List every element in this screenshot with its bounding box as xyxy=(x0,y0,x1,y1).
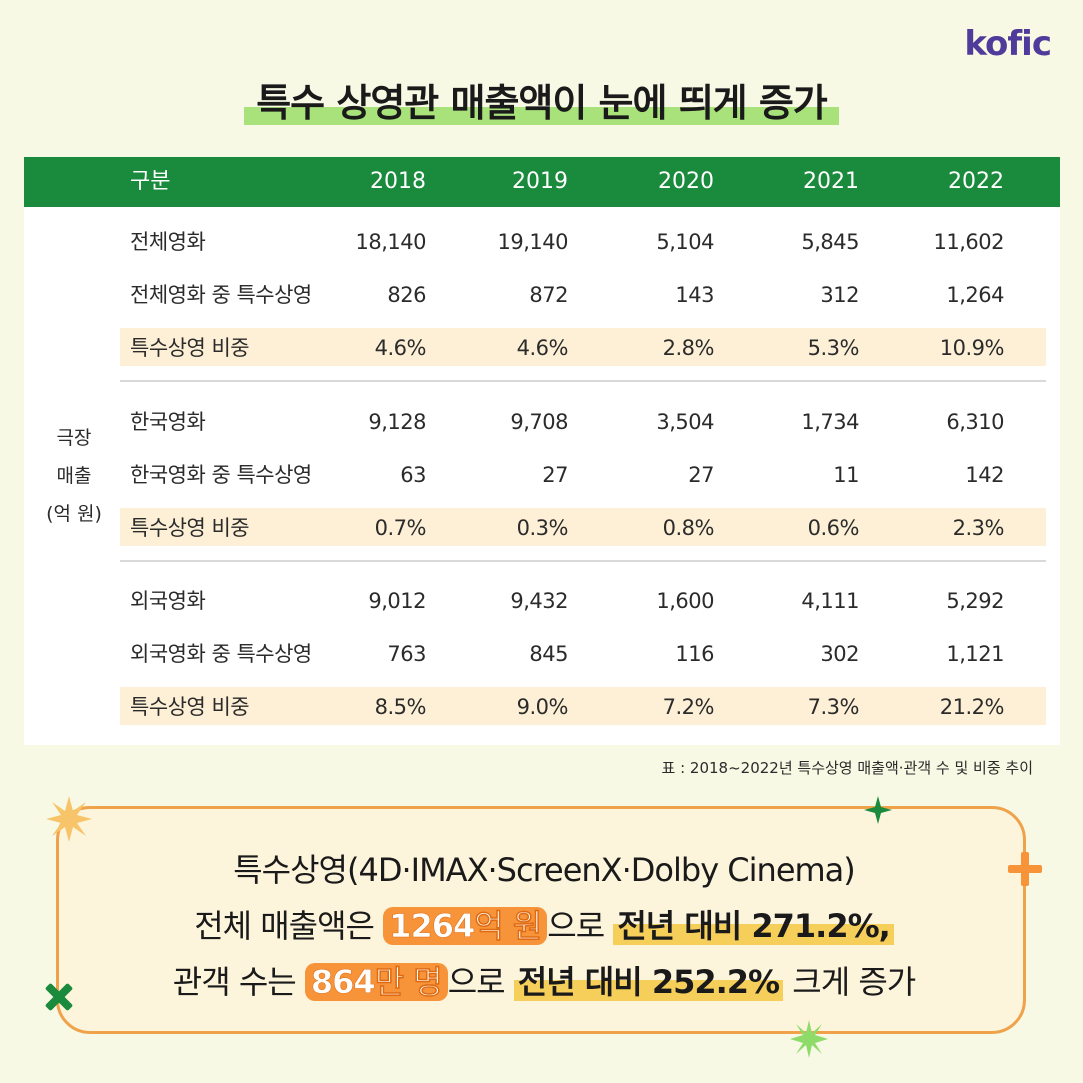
share-row-shade xyxy=(120,328,1046,366)
table-cell: 312 xyxy=(820,283,859,307)
callout-line-3-b: 으로 xyxy=(447,963,514,1001)
table-cell: 10.9% xyxy=(939,336,1005,360)
table-cell: 0.7% xyxy=(374,516,427,540)
table-cell: 142 xyxy=(965,463,1004,487)
row-label: 외국영화 xyxy=(130,589,206,613)
table-cell: 9.0% xyxy=(516,695,569,719)
table-cell: 2.8% xyxy=(662,336,715,360)
table-cell: 8.5% xyxy=(374,695,427,719)
title-area: 특수 상영관 매출액이 눈에 띄게 증가 xyxy=(0,72,1083,127)
table-cell: 27 xyxy=(542,463,568,487)
table-cell: 2.3% xyxy=(952,516,1005,540)
audience-growth-emphasis: 전년 대비 252.2% xyxy=(513,963,784,1001)
table-cell: 21.2% xyxy=(939,695,1005,719)
header-year: 2018 xyxy=(370,169,426,194)
table-cell: 4.6% xyxy=(516,336,569,360)
side-label-line: 극장 xyxy=(56,427,92,449)
starburst-decoration-icon xyxy=(790,1020,828,1058)
table-cell: 0.8% xyxy=(662,516,715,540)
table-cell: 1,121 xyxy=(946,642,1004,666)
audience-highlight: 864만 명 xyxy=(304,963,448,1001)
callout-line-2: 전체 매출액은 1264억 원 으로 전년 대비 271.2%, xyxy=(59,901,1029,947)
header-year: 2019 xyxy=(512,169,568,194)
row-label: 전체영화 중 특수상영 xyxy=(130,283,312,307)
table-cell: 1,734 xyxy=(801,410,859,434)
callout-line-2-b: 으로 xyxy=(547,907,614,945)
sunburst-decoration-icon xyxy=(46,796,92,842)
table-caption: 표 : 2018~2022년 특수상영 매출액·관객 수 및 비중 추이 xyxy=(661,759,1033,777)
table-cell: 4.6% xyxy=(374,336,427,360)
table-cell: 9,432 xyxy=(510,589,568,613)
table-header: 구분 2018 2019 2020 2021 2022 xyxy=(24,157,1060,207)
table-cell: 9,708 xyxy=(510,410,568,434)
page-title-text: 특수 상영관 매출액이 눈에 띄게 증가 xyxy=(256,81,828,125)
table-cell: 5.3% xyxy=(807,336,860,360)
callout-line-3: 관객 수는 864만 명 으로 전년 대비 252.2% 크게 증가 xyxy=(59,957,1029,1003)
table-cell: 116 xyxy=(675,642,714,666)
share-row-shade xyxy=(120,508,1046,546)
callout-line-2-a: 전체 매출액은 xyxy=(194,907,384,945)
share-row-shade xyxy=(120,687,1046,725)
table-cell: 1,264 xyxy=(946,283,1004,307)
table-cell: 872 xyxy=(529,283,568,307)
table-cell: 11 xyxy=(833,463,859,487)
table-cell: 7.3% xyxy=(807,695,860,719)
row-label: 외국영화 중 특수상영 xyxy=(130,642,312,666)
header-label: 구분 xyxy=(130,169,171,194)
table-cell: 27 xyxy=(688,463,714,487)
row-label: 특수상영 비중 xyxy=(130,336,250,360)
table-cell: 4,111 xyxy=(801,589,859,613)
table-cell: 5,845 xyxy=(801,230,859,254)
header-year: 2021 xyxy=(803,169,859,194)
row-label: 한국영화 xyxy=(130,410,206,434)
header-year: 2020 xyxy=(658,169,714,194)
row-label: 전체영화 xyxy=(130,230,206,254)
page-title: 특수 상영관 매출액이 눈에 띄게 증가 xyxy=(244,72,839,127)
row-label: 한국영화 중 특수상영 xyxy=(130,463,312,487)
callout-line-3-a: 관객 수는 xyxy=(172,963,305,1001)
row-label: 특수상영 비중 xyxy=(130,516,250,540)
callout-line-3-c: 크게 증가 xyxy=(783,963,916,1001)
table-cell: 763 xyxy=(387,642,426,666)
table-cell: 19,140 xyxy=(497,230,569,254)
table-cell: 143 xyxy=(675,283,714,307)
row-label: 특수상영 비중 xyxy=(130,695,250,719)
sales-growth-emphasis: 전년 대비 271.2%, xyxy=(613,907,894,945)
table-cell: 11,602 xyxy=(933,230,1005,254)
table-cell: 302 xyxy=(820,642,859,666)
table-cell: 7.2% xyxy=(662,695,715,719)
side-label-line: 매출 xyxy=(56,465,92,487)
callout-line-1: 특수상영(4D·IMAX·ScreenX·Dolby Cinema) xyxy=(233,851,856,889)
cross-decoration-icon xyxy=(45,983,73,1011)
table-cell: 63 xyxy=(400,463,426,487)
side-label-line: (억 원) xyxy=(46,503,102,525)
header-year: 2022 xyxy=(948,169,1004,194)
group-divider xyxy=(120,560,1046,562)
sparkle-decoration-icon xyxy=(864,796,892,824)
group-divider xyxy=(120,380,1046,382)
table-cell: 18,140 xyxy=(355,230,427,254)
table-cell: 9,012 xyxy=(368,589,426,613)
plus-decoration-icon xyxy=(1008,852,1042,886)
table-cell: 5,104 xyxy=(656,230,714,254)
table-cell: 826 xyxy=(387,283,426,307)
table-cell: 6,310 xyxy=(946,410,1004,434)
table-cell: 845 xyxy=(529,642,568,666)
summary-callout: 특수상영(4D·IMAX·ScreenX·Dolby Cinema) 전체 매출… xyxy=(56,806,1026,1034)
table-cell: 9,128 xyxy=(368,410,426,434)
table-cell: 3,504 xyxy=(656,410,714,434)
kofic-logo: kofic xyxy=(964,24,1052,64)
table-cell: 1,600 xyxy=(656,589,714,613)
table-cell: 0.6% xyxy=(807,516,860,540)
table-cell: 0.3% xyxy=(516,516,569,540)
sales-highlight: 1264억 원 xyxy=(383,907,548,945)
table-cell: 5,292 xyxy=(946,589,1004,613)
